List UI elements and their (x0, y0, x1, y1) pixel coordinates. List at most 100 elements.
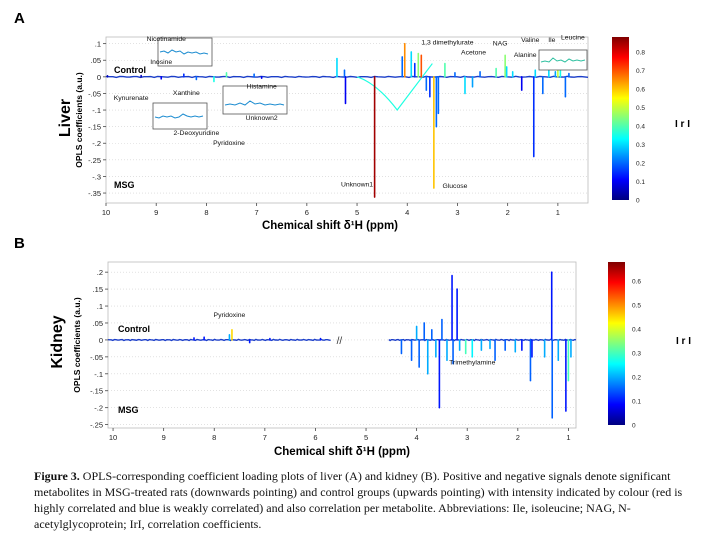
y-tick-label: 0 (99, 336, 103, 345)
x-tick-label: 2 (506, 208, 510, 217)
y-ticks-b: .2 .15 .1 .05 0 -.05 -.1 -.15 -.2 -.25 (90, 268, 108, 430)
metabolite-annotation: Unknown1 (341, 181, 373, 188)
colorbar-tick-label: 0 (632, 423, 636, 430)
x-tick-label: 8 (204, 208, 208, 217)
colorbar-tick-label: 0.1 (636, 179, 645, 186)
baseline-trace (105, 75, 589, 79)
colorbar-tick-label: 0.3 (636, 142, 645, 149)
y-axis-label-b: OPLS coefficients (a.u.) (72, 297, 82, 393)
control-label-b: Control (118, 324, 150, 334)
plot-frame-a (105, 36, 589, 204)
y-tick-label: .05 (91, 56, 101, 65)
metabolite-annotation: Xanthine (173, 90, 200, 97)
inset-bcaa (538, 49, 588, 71)
msg-label-a: MSG (114, 180, 135, 190)
kidney-panel: B Kidney OPLS coefficients (a.u.) Chemic… (14, 235, 691, 458)
metabolite-annotation: Pyridoxine (214, 312, 246, 319)
metabolite-annotation: Leucine (561, 35, 585, 42)
metabolite-annotation: 2-Deoxyuridine (174, 130, 220, 137)
x-tick-label: 10 (102, 208, 110, 217)
figure-caption: Figure 3. OPLS-corresponding coefficient… (34, 468, 684, 532)
colorbar-ticks-b: 0.1 0.2 0.3 0.4 0.5 0.6 0 (632, 279, 641, 430)
broad-signal (356, 63, 433, 112)
colorbar-tick-label: 0.7 (636, 68, 645, 75)
x-tick-label: 6 (313, 433, 317, 442)
colorbar-tick-label: 0.8 (636, 49, 645, 56)
y-tick-label: -.25 (90, 421, 103, 430)
colorbar-tick-label: 0.5 (636, 105, 645, 112)
x-tick-label: 2 (516, 433, 520, 442)
x-tick-label: 3 (465, 433, 469, 442)
metabolite-annotation: Trimethylamine (449, 359, 495, 366)
x-tick-label: 7 (263, 433, 267, 442)
colorbar-tick-label: 0.5 (632, 303, 641, 310)
control-label-a: Control (114, 65, 146, 75)
x-tick-label: 5 (355, 208, 359, 217)
inset-trace (159, 49, 209, 55)
x-tick-label: 10 (109, 433, 117, 442)
metabolite-annotation: Histamine (247, 83, 277, 90)
colorbar-ticks-a: 0.1 0.2 0.3 0.4 0.5 0.6 0.7 0.8 0 (636, 49, 645, 204)
x-tick-label: 9 (154, 208, 158, 217)
metabolite-annotation: Valine (521, 37, 540, 44)
y-tick-label: 0 (97, 73, 101, 82)
colorbar-a (612, 37, 629, 200)
colorbar-tick-label: 0.4 (636, 123, 645, 130)
inset-histamine (222, 85, 288, 115)
caption-text: OPLS-corresponding coefficient loading p… (34, 469, 683, 531)
organ-label-kidney: Kidney (49, 315, 66, 368)
panel-label-a: A (14, 10, 25, 27)
inset-trace (154, 113, 204, 119)
inset-trace (224, 100, 285, 106)
y-tick-label: -.3 (92, 172, 101, 181)
liver-panel: A Liver OPLS coefficients (a.u.) Chemica… (14, 10, 690, 232)
colorbar-tick-label: 0.6 (636, 86, 645, 93)
spectrum-series-b: // (107, 271, 577, 419)
grid-b (108, 271, 576, 425)
y-tick-label: -.1 (94, 370, 103, 379)
colorbar-tick-label: 0.6 (632, 279, 641, 286)
colorbar-label-a: I r I (675, 119, 690, 130)
metabolite-annotation: Acetone (461, 49, 486, 56)
metabolite-annotation: Kynurenate (114, 95, 149, 102)
inset-trace (540, 57, 586, 63)
metabolite-annotation: 1,3 dimethylurate (421, 39, 473, 46)
msg-label-b: MSG (118, 405, 139, 415)
x-tick-label: 7 (255, 208, 259, 217)
axis-break-mark: // (337, 336, 343, 347)
y-tick-label: -.15 (88, 123, 101, 132)
x-tick-label: 4 (405, 208, 409, 217)
metabolite-annotation: Pyridoxine (213, 140, 245, 147)
y-tick-label: .1 (97, 302, 103, 311)
organ-label-liver: Liver (57, 99, 74, 137)
y-tick-label: -.35 (88, 189, 101, 198)
metabolite-annotation: Glucose (442, 183, 467, 190)
y-ticks-a: .1 .05 0 -.05 -.1 -.15 -.2 -.25 -.3 -.35 (88, 40, 106, 198)
y-tick-label: -.05 (88, 89, 101, 98)
y-tick-label: -.2 (94, 404, 103, 413)
baseline-trace (107, 338, 331, 342)
y-tick-label: -.25 (88, 156, 101, 165)
x-ticks-a: 10 9 8 7 6 5 4 3 2 1 (102, 203, 560, 217)
metabolite-annotation: Alanine (514, 52, 537, 59)
figure: A Liver OPLS coefficients (a.u.) Chemica… (14, 10, 691, 458)
spectrum-series-a (105, 42, 589, 198)
metabolite-annotation: NAG (493, 40, 508, 47)
colorbar-b (608, 262, 625, 425)
y-tick-label: .05 (93, 319, 103, 328)
x-tick-label: 3 (455, 208, 459, 217)
panel-label-b: B (14, 235, 25, 252)
y-tick-label: -.05 (90, 353, 103, 362)
y-axis-label-a: OPLS coefficients (a.u.) (74, 72, 84, 168)
colorbar-tick-label: 0.3 (632, 351, 641, 358)
x-tick-label: 6 (305, 208, 309, 217)
metabolite-annotation: Inosine (150, 59, 172, 66)
colorbar-label-b: I r I (676, 336, 691, 347)
y-tick-label: -.15 (90, 387, 103, 396)
colorbar-tick-label: 0.1 (632, 399, 641, 406)
x-tick-label: 4 (415, 433, 419, 442)
annotations-b: Pyridoxine Trimethylamine (214, 312, 496, 366)
y-tick-label: .2 (97, 268, 103, 277)
x-axis-label-b: Chemical shift δ¹H (ppm) (274, 446, 410, 458)
colorbar-tick-label: 0 (636, 198, 640, 205)
